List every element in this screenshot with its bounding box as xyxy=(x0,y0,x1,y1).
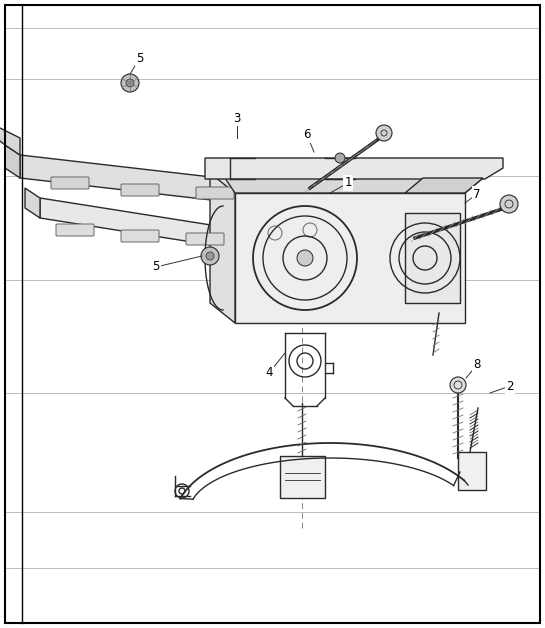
Circle shape xyxy=(500,195,518,213)
Text: 4: 4 xyxy=(265,367,272,379)
FancyBboxPatch shape xyxy=(186,233,224,245)
FancyBboxPatch shape xyxy=(196,187,234,199)
Circle shape xyxy=(126,79,134,87)
Polygon shape xyxy=(20,155,350,201)
Circle shape xyxy=(335,153,345,163)
Circle shape xyxy=(450,377,466,393)
Circle shape xyxy=(206,252,214,260)
Text: 5: 5 xyxy=(136,51,144,65)
FancyBboxPatch shape xyxy=(121,230,159,242)
Circle shape xyxy=(121,74,139,92)
Text: 3: 3 xyxy=(233,112,241,124)
Bar xyxy=(405,213,460,303)
Bar xyxy=(280,456,325,498)
Circle shape xyxy=(297,250,313,266)
Text: 6: 6 xyxy=(303,129,311,141)
Text: 5: 5 xyxy=(152,261,160,274)
Circle shape xyxy=(376,125,392,141)
Polygon shape xyxy=(210,173,235,323)
Circle shape xyxy=(201,247,219,265)
Bar xyxy=(458,452,486,490)
FancyBboxPatch shape xyxy=(121,184,159,196)
Bar xyxy=(235,193,465,323)
Polygon shape xyxy=(0,128,20,155)
Polygon shape xyxy=(25,188,40,218)
Polygon shape xyxy=(5,145,20,178)
Text: 8: 8 xyxy=(473,359,481,372)
FancyBboxPatch shape xyxy=(56,224,94,236)
Polygon shape xyxy=(225,178,483,193)
Text: 1: 1 xyxy=(344,176,352,190)
Polygon shape xyxy=(405,178,483,193)
Text: 2: 2 xyxy=(506,379,514,392)
Polygon shape xyxy=(40,198,340,248)
Polygon shape xyxy=(205,158,503,179)
Text: 7: 7 xyxy=(473,188,481,200)
FancyBboxPatch shape xyxy=(51,177,89,189)
